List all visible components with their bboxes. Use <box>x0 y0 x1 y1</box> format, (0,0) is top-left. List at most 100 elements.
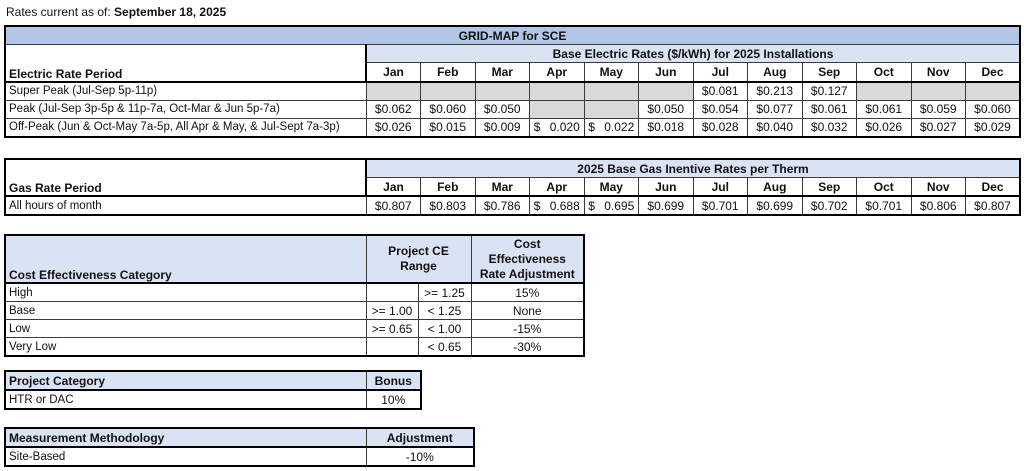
rate-cell: $0.009 <box>474 117 530 137</box>
rate-cell: $0.786 <box>474 195 530 216</box>
ce-category: Very Low <box>4 337 367 357</box>
ce-adjustment: -15% <box>470 319 585 338</box>
table-row-all-hours: All hours of month $0.807 $0.803 $0.786 … <box>4 195 1021 216</box>
month-header-may: May <box>583 62 639 83</box>
rate-cell: $0.062 <box>365 99 421 119</box>
ce-adjustment: -30% <box>470 337 585 357</box>
table-row-low: Low >= 0.65 < 1.00 -15% <box>4 319 585 338</box>
electric-month-header-row: Jan Feb Mar Apr May Jun Jul Aug Sep Oct … <box>5 62 1021 83</box>
rate-period-label: All hours of month <box>4 195 367 216</box>
rate-cell: $0.026 <box>856 117 912 137</box>
month-header-nov: Nov <box>910 62 966 83</box>
rate-cell <box>583 81 639 101</box>
rate-cell <box>965 81 1021 101</box>
month-header-mar: Mar <box>474 62 530 83</box>
rate-cell <box>420 81 476 101</box>
month-header-sep: Sep <box>801 62 857 83</box>
ce-category: Low <box>4 319 367 338</box>
project-category-value: HTR or DAC <box>4 389 367 410</box>
rate-cell <box>529 81 585 101</box>
table-row-base: Base >= 1.00 < 1.25 None <box>4 301 585 320</box>
month-header-apr: Apr <box>529 62 585 83</box>
measurement-value: Site-Based <box>4 446 367 467</box>
month-header-may: May <box>583 177 639 197</box>
rate-cell <box>856 81 912 101</box>
rate-cell <box>583 99 639 119</box>
rate-cell: $ 0.022 <box>583 117 639 137</box>
rate-cell <box>638 81 694 101</box>
rate-cell: $0.807 <box>365 195 421 216</box>
ce-range-low: >= 0.65 <box>365 319 419 338</box>
gas-table-title: 2025 Base Gas Inentive Rates per Therm <box>365 158 1021 178</box>
month-header-jan: Jan <box>365 177 421 197</box>
rate-cell: $0.699 <box>747 195 803 216</box>
electric-period-header: Electric Rate Period <box>4 44 367 83</box>
rate-cell: $0.059 <box>910 99 966 119</box>
table-row-htr-dac: HTR or DAC 10% <box>4 389 422 410</box>
measurement-methodology-table: Measurement Methodology Adjustment Site-… <box>4 427 475 467</box>
rate-cell: $0.040 <box>747 117 803 137</box>
month-header-dec: Dec <box>965 62 1021 83</box>
month-header-mar: Mar <box>474 177 530 197</box>
cost-effectiveness-table: Cost Effectiveness Category Project CE R… <box>4 234 586 357</box>
ce-range-header: Project CE Range <box>365 234 472 284</box>
rate-cell: $0.032 <box>801 117 857 137</box>
rate-cell: $0.803 <box>420 195 476 216</box>
rates-current-as-of: Rates current as of: September 18, 2025 <box>6 5 226 19</box>
month-header-feb: Feb <box>420 177 476 197</box>
rate-period-label: Peak (Jul-Sep 3p-5p & 11p-7a, Oct-Mar & … <box>4 99 367 119</box>
month-header-dec: Dec <box>965 177 1021 197</box>
table-row-very-low: Very Low < 0.65 -30% <box>4 337 585 357</box>
table-row-site-based: Site-Based -10% <box>4 446 475 467</box>
month-header-aug: Aug <box>747 177 803 197</box>
ce-adjustment: 15% <box>470 282 585 302</box>
rate-cell: $0.061 <box>801 99 857 119</box>
project-category-header: Project Category <box>4 370 367 391</box>
rate-cell <box>529 99 585 119</box>
rate-cell: $0.028 <box>692 117 748 137</box>
rate-cell: $0.077 <box>747 99 803 119</box>
electric-table-title: GRID-MAP for SCE <box>4 25 1021 45</box>
adjustment-header: Adjustment <box>365 427 475 448</box>
ce-range-low <box>365 337 419 357</box>
month-header-jul: Jul <box>692 177 748 197</box>
rate-cell: $0.050 <box>638 99 694 119</box>
rate-cell: $0.050 <box>474 99 530 119</box>
month-header-feb: Feb <box>420 62 476 83</box>
measurement-header: Measurement Methodology <box>4 427 367 448</box>
rate-cell: $0.015 <box>420 117 476 137</box>
rate-cell: $0.081 <box>692 81 748 101</box>
month-header-oct: Oct <box>856 177 912 197</box>
ce-range-high: < 0.65 <box>417 337 472 357</box>
electric-table-subtitle: Base Electric Rates ($/kWh) for 2025 Ins… <box>365 44 1021 63</box>
rate-cell <box>474 81 530 101</box>
rate-cell: $0.061 <box>856 99 912 119</box>
rate-cell: $0.029 <box>965 117 1021 137</box>
rate-cell: $0.806 <box>910 195 966 216</box>
project-category-table: Project Category Bonus HTR or DAC 10% <box>4 370 422 410</box>
rates-current-date: September 18, 2025 <box>114 5 227 19</box>
rate-cell: $ 0.695 <box>583 195 639 216</box>
month-header-apr: Apr <box>529 177 585 197</box>
rate-cell: $0.127 <box>801 81 857 101</box>
rate-cell: $0.027 <box>910 117 966 137</box>
month-header-oct: Oct <box>856 62 912 83</box>
ce-range-high: >= 1.25 <box>417 282 472 302</box>
rate-cell <box>365 81 421 101</box>
rate-cell: $0.060 <box>965 99 1021 119</box>
rate-cell <box>910 81 966 101</box>
month-header-jan: Jan <box>365 62 421 83</box>
table-row-off-peak: Off-Peak (Jun & Oct-May 7a-5p, All Apr &… <box>4 117 1021 137</box>
gas-month-header-row: Jan Feb Mar Apr May Jun Jul Aug Sep Oct … <box>5 177 1021 197</box>
rate-cell: $0.060 <box>420 99 476 119</box>
month-header-aug: Aug <box>747 62 803 83</box>
rate-cell: $0.807 <box>965 195 1021 216</box>
gas-rates-table: Gas Rate Period 2025 Base Gas Inentive R… <box>4 158 1021 216</box>
table-row-peak: Peak (Jul-Sep 3p-5p & 11p-7a, Oct-Mar & … <box>4 99 1021 119</box>
ce-range-low: >= 1.00 <box>365 301 419 320</box>
ce-adjustment: None <box>470 301 585 320</box>
ce-range-high: < 1.00 <box>417 319 472 338</box>
rate-cell: $ 0.688 <box>529 195 585 216</box>
rate-cell: $0.701 <box>692 195 748 216</box>
